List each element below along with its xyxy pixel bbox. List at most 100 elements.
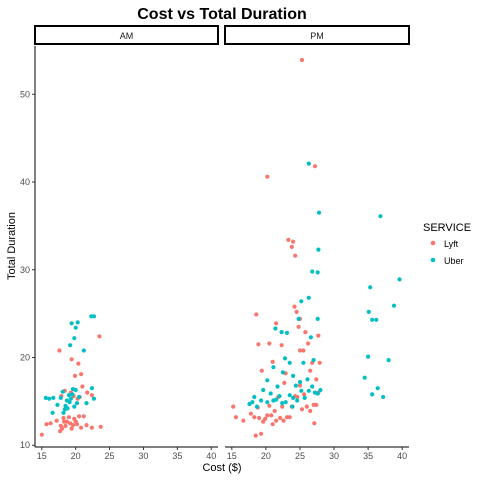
data-point-uber-pm (315, 391, 320, 396)
data-point-uber-pm (283, 400, 288, 405)
data-point-uber-pm (362, 375, 367, 380)
data-point-lyft-pm (287, 415, 292, 420)
data-point-lyft-pm (233, 415, 238, 420)
data-point-lyft-pm (265, 413, 270, 418)
data-point-lyft-pm (295, 394, 300, 400)
data-point-uber-pm (259, 398, 264, 403)
data-point-lyft-pm (299, 407, 305, 412)
data-point-uber-pm (391, 303, 397, 308)
data-point-lyft-am (80, 384, 85, 389)
data-point-uber-pm (287, 360, 292, 365)
data-point-uber-pm (291, 373, 296, 378)
data-point-uber-pm (366, 309, 371, 314)
data-point-uber-pm (250, 400, 255, 405)
x-tick-label: 25 (105, 451, 115, 461)
data-point-uber-pm (375, 386, 380, 391)
data-point-lyft-am (76, 361, 81, 366)
data-point-uber-pm (311, 358, 316, 363)
data-point-uber-pm (254, 404, 260, 409)
data-point-uber-pm (295, 398, 300, 403)
data-point-lyft-pm (253, 433, 258, 438)
data-point-lyft-pm (241, 418, 246, 423)
data-point-lyft-am (98, 424, 103, 429)
data-point-lyft-pm (314, 402, 319, 407)
data-point-lyft-pm (280, 404, 285, 409)
data-point-uber-pm (271, 365, 276, 370)
data-point-lyft-pm (303, 330, 308, 335)
data-point-lyft-am (48, 421, 53, 426)
data-point-uber-pm (287, 393, 292, 398)
data-point-lyft-am (79, 425, 84, 430)
data-point-uber-pm (315, 270, 320, 275)
y-tick-label: 50 (20, 89, 30, 99)
data-point-lyft-pm (256, 342, 261, 347)
x-tick-label: 40 (397, 451, 407, 461)
data-point-lyft-am (54, 418, 59, 423)
y-tick-label: 20 (20, 352, 30, 362)
x-tick-label: 15 (37, 451, 47, 461)
data-point-uber-pm (302, 395, 307, 400)
data-point-lyft-am (69, 426, 74, 431)
data-point-lyft-pm (270, 359, 275, 364)
data-point-uber-am (67, 400, 72, 405)
data-point-uber-pm (308, 335, 313, 340)
data-point-lyft-pm (291, 239, 296, 244)
data-point-uber-pm (290, 404, 295, 409)
data-point-uber-am (73, 387, 78, 393)
data-point-lyft-pm (317, 360, 322, 365)
data-point-uber-pm (297, 380, 303, 385)
x-tick-label: 15 (227, 451, 237, 461)
data-point-lyft-pm (289, 244, 294, 249)
data-point-lyft-pm (286, 237, 291, 242)
data-point-lyft-pm (270, 422, 275, 427)
legend: SERVICE Lyft Uber (423, 222, 471, 266)
data-point-lyft-pm (257, 415, 262, 421)
x-tick-label: 30 (329, 451, 339, 461)
data-point-uber-am (72, 404, 77, 409)
data-point-uber-pm (293, 383, 298, 388)
data-point-lyft-pm (282, 380, 287, 385)
data-point-uber-am (51, 395, 56, 400)
data-point-lyft-am (61, 415, 66, 421)
data-point-lyft-pm (281, 418, 286, 423)
data-point-uber-am (91, 314, 97, 319)
data-point-uber-am (81, 348, 86, 353)
data-point-lyft-pm (294, 309, 299, 314)
data-point-lyft-am (97, 334, 102, 339)
x-tick-label: 35 (172, 451, 182, 461)
data-point-lyft-pm (267, 403, 272, 408)
data-point-uber-am (66, 393, 71, 398)
y-tick-label: 30 (20, 265, 30, 275)
data-point-uber-pm (265, 400, 270, 405)
data-point-lyft-am (60, 426, 65, 431)
data-point-uber-pm (277, 394, 282, 399)
data-point-uber-am (47, 396, 52, 401)
legend-label-uber: Uber (444, 256, 464, 266)
y-tick-label: 10 (20, 440, 30, 450)
data-point-lyft-pm (297, 348, 303, 353)
data-point-uber-am (68, 343, 73, 348)
legend-key-lyft (430, 240, 436, 246)
data-point-lyft-pm (259, 368, 264, 373)
data-point-uber-pm (370, 392, 375, 397)
data-point-lyft-pm (254, 312, 259, 317)
data-point-uber-pm (381, 394, 386, 400)
facet-strip-pm-label: PM (310, 31, 324, 41)
legend-key-uber (430, 257, 436, 263)
data-point-uber-am (91, 396, 97, 401)
data-point-uber-pm (280, 401, 285, 406)
data-point-uber-pm (299, 299, 304, 304)
data-point-lyft-pm (272, 408, 277, 414)
data-point-lyft-am (64, 419, 69, 424)
x-tick-label: 20 (71, 451, 81, 461)
data-point-lyft-pm (279, 343, 284, 348)
x-tick-label: 25 (295, 451, 305, 461)
data-point-lyft-am (63, 423, 68, 428)
data-point-uber-am (69, 321, 74, 326)
data-point-uber-pm (275, 384, 280, 389)
data-point-lyft-am (57, 348, 62, 353)
data-point-uber-pm (274, 397, 279, 402)
data-point-lyft-pm (267, 341, 272, 346)
